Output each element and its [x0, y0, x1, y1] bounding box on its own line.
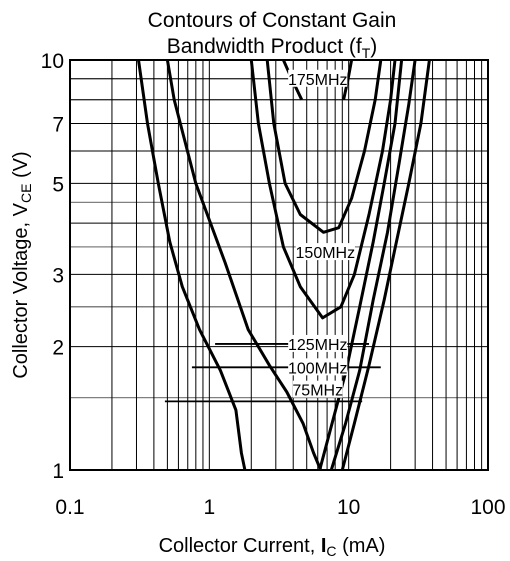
curve-label-bg	[288, 69, 348, 87]
contour-line	[165, 59, 323, 471]
curve-label-bg	[292, 380, 343, 398]
curve-label: 150MHz	[296, 245, 356, 262]
curve-label: 175MHz	[288, 72, 348, 89]
y-tick-label: 2	[52, 337, 64, 360]
y-tick-label: 10	[41, 50, 64, 73]
curve-labels: 175MHz 150MHz 125MHz 100MHz 75MHz	[288, 69, 356, 400]
curve-label-bg	[288, 334, 348, 352]
contour-line	[329, 59, 417, 471]
contour-curves	[137, 59, 431, 471]
x-tick-label: 1	[203, 496, 215, 519]
x-axis-label-sub: C	[326, 543, 336, 559]
tick-labels: 0.1 1 10 100 1 2 3 5 7 10	[41, 50, 506, 519]
x-axis-label-end: (mA)	[337, 535, 386, 557]
x-axis-label-main: Collector Current,	[159, 535, 321, 557]
x-tick-label: 0.1	[55, 496, 84, 519]
contour-line	[265, 59, 383, 234]
y-axis-label-end: (V)	[10, 151, 32, 183]
curve-label-bg	[288, 358, 348, 376]
x-tick-label: 10	[337, 496, 360, 519]
contour-line	[318, 59, 404, 471]
contour-line	[137, 59, 247, 471]
y-axis-label-sub: CE	[18, 184, 34, 203]
y-axis-label: Collector Voltage, VCE (V)	[10, 151, 34, 378]
curve-label-bg	[295, 243, 355, 261]
curve-label: 75MHz	[292, 383, 343, 400]
x-axis-label: Collector Current, IC (mA)	[159, 535, 386, 559]
chart-title: Contours of Constant Gain	[148, 9, 397, 32]
contour-line	[342, 59, 354, 101]
y-tick-label: 3	[52, 264, 64, 287]
contour-line	[340, 59, 431, 471]
contour-line	[249, 59, 397, 320]
x-tick-label: 100	[470, 496, 505, 519]
curve-label: 100MHz	[288, 360, 348, 377]
grid	[70, 60, 488, 470]
chart-subtitle-sub: T	[362, 45, 371, 61]
x-axis-label-bold: I	[321, 535, 327, 557]
y-axis-label-main: Collector Voltage, V	[10, 202, 32, 378]
chart-subtitle: Bandwidth Product (fT)	[167, 35, 378, 61]
chart-subtitle-end: )	[370, 35, 377, 58]
curve-label: 125MHz	[288, 337, 348, 354]
y-tick-label: 7	[52, 114, 64, 137]
y-tick-label: 5	[52, 173, 64, 196]
chart-subtitle-main: Bandwidth Product (f	[167, 35, 362, 58]
y-tick-label: 1	[52, 460, 64, 483]
plot-frame	[69, 59, 489, 471]
